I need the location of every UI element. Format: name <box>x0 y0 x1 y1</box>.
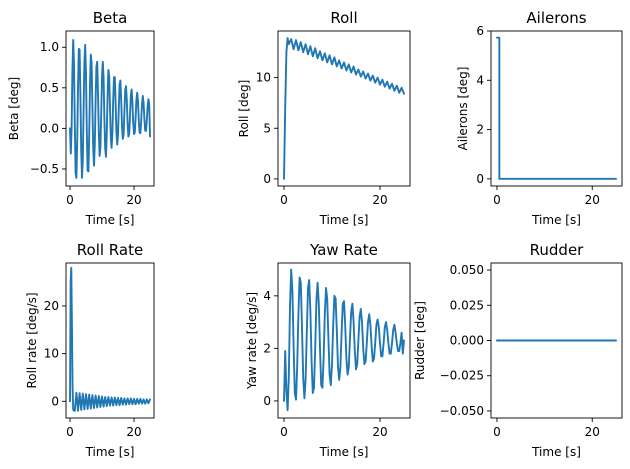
yaw-rate-title: Yaw Rate <box>309 241 378 259</box>
roll-rate-x-tick-label: 20 <box>126 425 141 439</box>
beta-y-tick-label: 1.0 <box>40 40 59 54</box>
roll-rate-x-axis-label: Time [s] <box>85 445 135 459</box>
ailerons-x-axis-label: Time [s] <box>531 213 581 227</box>
ailerons-axes-frame <box>490 30 623 187</box>
roll-rate-y-tick-label: 0 <box>51 394 59 408</box>
roll-series-line <box>283 37 405 180</box>
rudder-y-tick-label: 0.050 <box>450 263 484 277</box>
yaw-rate-x-tick-label: 20 <box>372 425 387 439</box>
yaw-rate-y-tick-label: 2 <box>263 341 271 355</box>
rudder-title: Rudder <box>530 241 585 259</box>
beta-y-tick-label: 0.5 <box>40 81 59 95</box>
roll-axes-frame <box>277 30 411 187</box>
roll-rate-y-axis-label: Roll rate [deg/s] <box>25 292 39 388</box>
roll-rate-title: Roll Rate <box>77 241 143 259</box>
beta-y-tick-label: −0.5 <box>30 162 59 176</box>
ailerons-series-line <box>496 36 617 180</box>
beta-y-tick-label: 0.0 <box>40 121 59 135</box>
beta-y-axis-label: Beta [deg] <box>7 77 21 140</box>
roll-rate-y-tick-label: 20 <box>44 299 59 313</box>
beta-x-axis-label: Time [s] <box>85 213 135 227</box>
beta-x-tick-label: 20 <box>126 193 141 207</box>
rudder-y-tick-label: −0.050 <box>440 404 484 418</box>
roll-title: Roll <box>330 9 357 27</box>
yaw-rate-x-tick-label: 0 <box>280 425 288 439</box>
rudder-x-axis-label: Time [s] <box>531 445 581 459</box>
beta-subplot: 0 20 −0.5 0.0 0.5 1.0 Beta Time [s] Beta [deg] <box>7 9 155 227</box>
yaw-rate-x-axis-label: Time [s] <box>319 445 369 459</box>
roll-x-axis-label: Time [s] <box>319 213 369 227</box>
yaw-rate-series-line <box>283 268 405 412</box>
ailerons-x-tick-label: 20 <box>585 193 600 207</box>
roll-rate-subplot: 0 20 0 10 20 Roll Rate Time [s] Roll rate [deg/… <box>25 241 155 459</box>
yaw-rate-y-tick-label: 4 <box>263 289 271 303</box>
roll-y-axis-label: Roll [deg] <box>237 80 251 138</box>
roll-y-tick-label: 10 <box>256 71 271 85</box>
roll-x-tick-label: 20 <box>372 193 387 207</box>
ailerons-y-tick-label: 4 <box>476 73 484 87</box>
roll-x-tick-label: 0 <box>280 193 288 207</box>
roll-y-tick-label: 5 <box>263 121 271 135</box>
yaw-rate-y-tick-label: 0 <box>263 394 271 408</box>
ailerons-y-tick-label: 2 <box>476 123 484 137</box>
yaw-rate-y-axis-label: Yaw rate [deg/s] <box>245 292 259 390</box>
beta-title: Beta <box>93 9 128 27</box>
ailerons-y-tick-label: 6 <box>476 24 484 38</box>
roll-rate-x-tick-label: 0 <box>66 425 74 439</box>
rudder-x-tick-label: 0 <box>493 425 501 439</box>
rudder-y-tick-label: 0.000 <box>450 334 484 348</box>
beta-axes-frame <box>65 30 155 187</box>
ailerons-y-axis-label: Ailerons [deg] <box>456 67 470 151</box>
roll-y-tick-label: 0 <box>263 172 271 186</box>
ailerons-y-tick-label: 0 <box>476 172 484 186</box>
beta-x-tick-label: 0 <box>66 193 74 207</box>
rudder-y-tick-label: 0.025 <box>450 298 484 312</box>
roll-rate-series-line <box>69 266 151 412</box>
rudder-x-tick-label: 20 <box>585 425 600 439</box>
rudder-subplot: 0 20 −0.050 −0.025 0.000 0.025 0.050 Rudder Time… <box>413 241 623 459</box>
rudder-y-tick-label: −0.025 <box>440 369 484 383</box>
roll-rate-axes-frame <box>65 262 155 419</box>
yaw-rate-subplot: 0 20 0 2 4 Yaw Rate Time [s] Yaw rate [deg/s] <box>245 241 411 459</box>
ailerons-subplot: 0 20 0 2 4 6 Ailerons Time [s] Ailerons [deg] <box>456 9 623 227</box>
rudder-y-axis-label: Rudder [deg] <box>413 301 427 380</box>
ailerons-x-tick-label: 0 <box>493 193 501 207</box>
yaw-rate-axes-frame <box>277 262 411 419</box>
ailerons-title: Ailerons <box>526 9 586 27</box>
beta-series-line <box>69 38 151 179</box>
roll-subplot: 0 20 0 5 10 Roll Time [s] Roll [deg] <box>237 9 411 227</box>
roll-rate-y-tick-label: 10 <box>44 347 59 361</box>
